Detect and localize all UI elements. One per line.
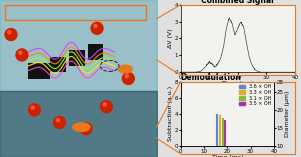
Circle shape: [5, 29, 17, 41]
Circle shape: [8, 31, 11, 34]
Y-axis label: Subtraction (a.u.): Subtraction (a.u.): [168, 86, 173, 141]
Ellipse shape: [73, 123, 90, 131]
Legend: 3.6 × OH, 3.3 × OH, 3.1 × OH, 3.5 × OH: 3.6 × OH, 3.3 × OH, 3.1 × OH, 3.5 × OH: [237, 82, 273, 108]
Bar: [50, 57, 66, 72]
Y-axis label: ΔV (V): ΔV (V): [168, 29, 173, 48]
Circle shape: [101, 101, 112, 113]
Circle shape: [29, 104, 40, 116]
Ellipse shape: [118, 65, 132, 73]
X-axis label: Time (ms): Time (ms): [222, 81, 253, 86]
Circle shape: [94, 24, 97, 27]
Circle shape: [103, 103, 107, 106]
Title: Combined Signal: Combined Signal: [201, 0, 274, 5]
Circle shape: [31, 106, 34, 109]
Circle shape: [16, 49, 28, 61]
Y-axis label: Diameter (μm): Diameter (μm): [285, 91, 290, 137]
Circle shape: [80, 123, 92, 135]
Circle shape: [19, 51, 22, 54]
Text: Demodulation: Demodulation: [181, 73, 241, 81]
Circle shape: [125, 75, 128, 78]
Circle shape: [123, 73, 134, 84]
Circle shape: [56, 119, 60, 122]
Circle shape: [54, 116, 65, 128]
X-axis label: Time (ms): Time (ms): [212, 155, 243, 157]
Circle shape: [91, 22, 103, 34]
Bar: [88, 44, 103, 60]
Bar: [69, 50, 85, 66]
Bar: [28, 63, 50, 78]
Bar: [5, 5, 146, 20]
Circle shape: [83, 125, 86, 128]
